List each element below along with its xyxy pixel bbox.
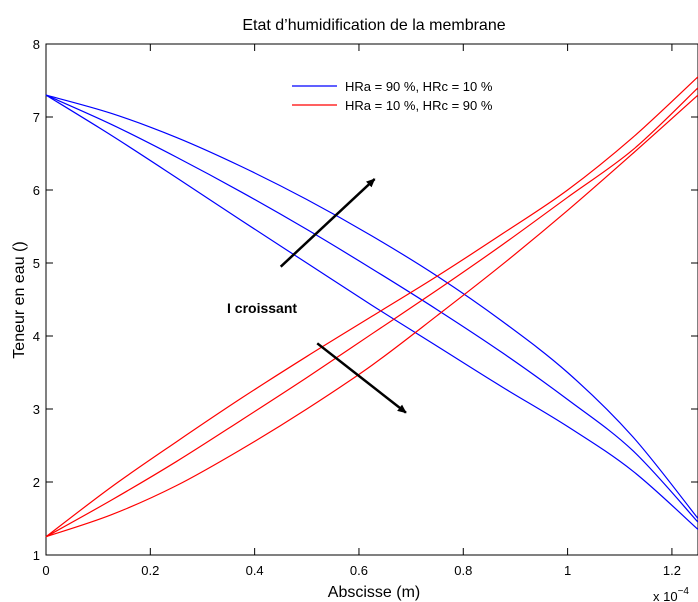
x-tick-label: 0.6 [350,563,368,578]
series-line-1 [45,94,698,519]
y-tick-label: 3 [33,402,40,417]
annotation-arrow-2 [316,342,407,414]
x-exponent-label: x 10−4 [653,586,689,602]
x-tick-label: 0 [42,563,49,578]
annotation-i-croissant: I croissant [227,300,297,316]
legend: HRa = 90 %, HRc = 10 % HRa = 10 %, HRc =… [292,79,493,113]
x-tick-label: 0.2 [141,563,159,578]
y-tick-label: 5 [33,256,40,271]
y-tick-label: 4 [33,329,40,344]
y-tick-label: 7 [33,110,40,125]
x-tick-label: 1 [564,563,571,578]
series-layer [45,76,698,538]
x-exponent-base: x 10 [653,589,678,602]
x-tick-label: 0.4 [246,563,264,578]
series-line-3 [45,94,698,530]
series-line-6 [45,94,698,538]
x-tick-label: 0.8 [454,563,472,578]
legend-label-series-2: HRa = 10 %, HRc = 90 % [345,98,493,113]
x-axis-label: Abscisse (m) [328,584,420,601]
legend-label-series-1: HRa = 90 %, HRc = 10 % [345,79,493,94]
y-tick-label: 1 [33,548,40,563]
chart-title: Etat d’humidification de la membrane [242,17,505,34]
series-line-2 [45,94,698,523]
y-tick-label: 8 [33,37,40,52]
plot-area [45,43,698,556]
axes-layer: 0 0.2 0.4 0.6 0.8 1 1.2 1 2 3 4 5 6 7 8 [33,37,698,578]
annotation-arrow-1 [279,178,376,268]
y-axis-label: Teneur en eau () [11,241,28,358]
series-line-4 [45,76,698,538]
y-tick-label: 6 [33,183,40,198]
x-tick-label: 1.2 [663,563,681,578]
annotation-arrows [279,178,407,414]
y-tick-label: 2 [33,475,40,490]
x-exponent-power: −4 [678,586,690,597]
series-line-5 [45,87,698,538]
